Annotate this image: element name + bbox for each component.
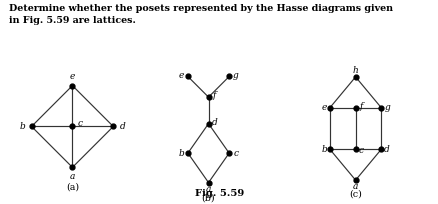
Text: e: e — [70, 72, 75, 81]
Text: f: f — [212, 91, 215, 100]
Text: d: d — [383, 145, 389, 154]
Text: d: d — [212, 118, 217, 127]
Text: (a): (a) — [66, 183, 79, 192]
Text: b: b — [20, 122, 25, 131]
Text: c: c — [233, 149, 237, 158]
Text: b: b — [321, 145, 326, 154]
Text: d: d — [119, 122, 125, 131]
Text: h: h — [352, 66, 358, 75]
Text: a: a — [70, 172, 75, 181]
Text: b: b — [178, 149, 184, 158]
Text: Determine whether the posets represented by the Hasse diagrams given
in Fig. 5.5: Determine whether the posets represented… — [9, 4, 392, 25]
Text: (c): (c) — [348, 190, 361, 199]
Text: g: g — [383, 103, 389, 112]
Text: c: c — [77, 119, 82, 128]
Text: g: g — [232, 71, 238, 80]
Text: a: a — [352, 182, 357, 191]
Text: Fig. 5.59: Fig. 5.59 — [194, 189, 244, 198]
Text: c: c — [357, 146, 362, 155]
Text: f: f — [358, 102, 362, 111]
Text: e: e — [178, 71, 184, 80]
Text: a: a — [205, 185, 211, 194]
Text: e: e — [321, 103, 326, 112]
Text: (b): (b) — [201, 194, 215, 203]
